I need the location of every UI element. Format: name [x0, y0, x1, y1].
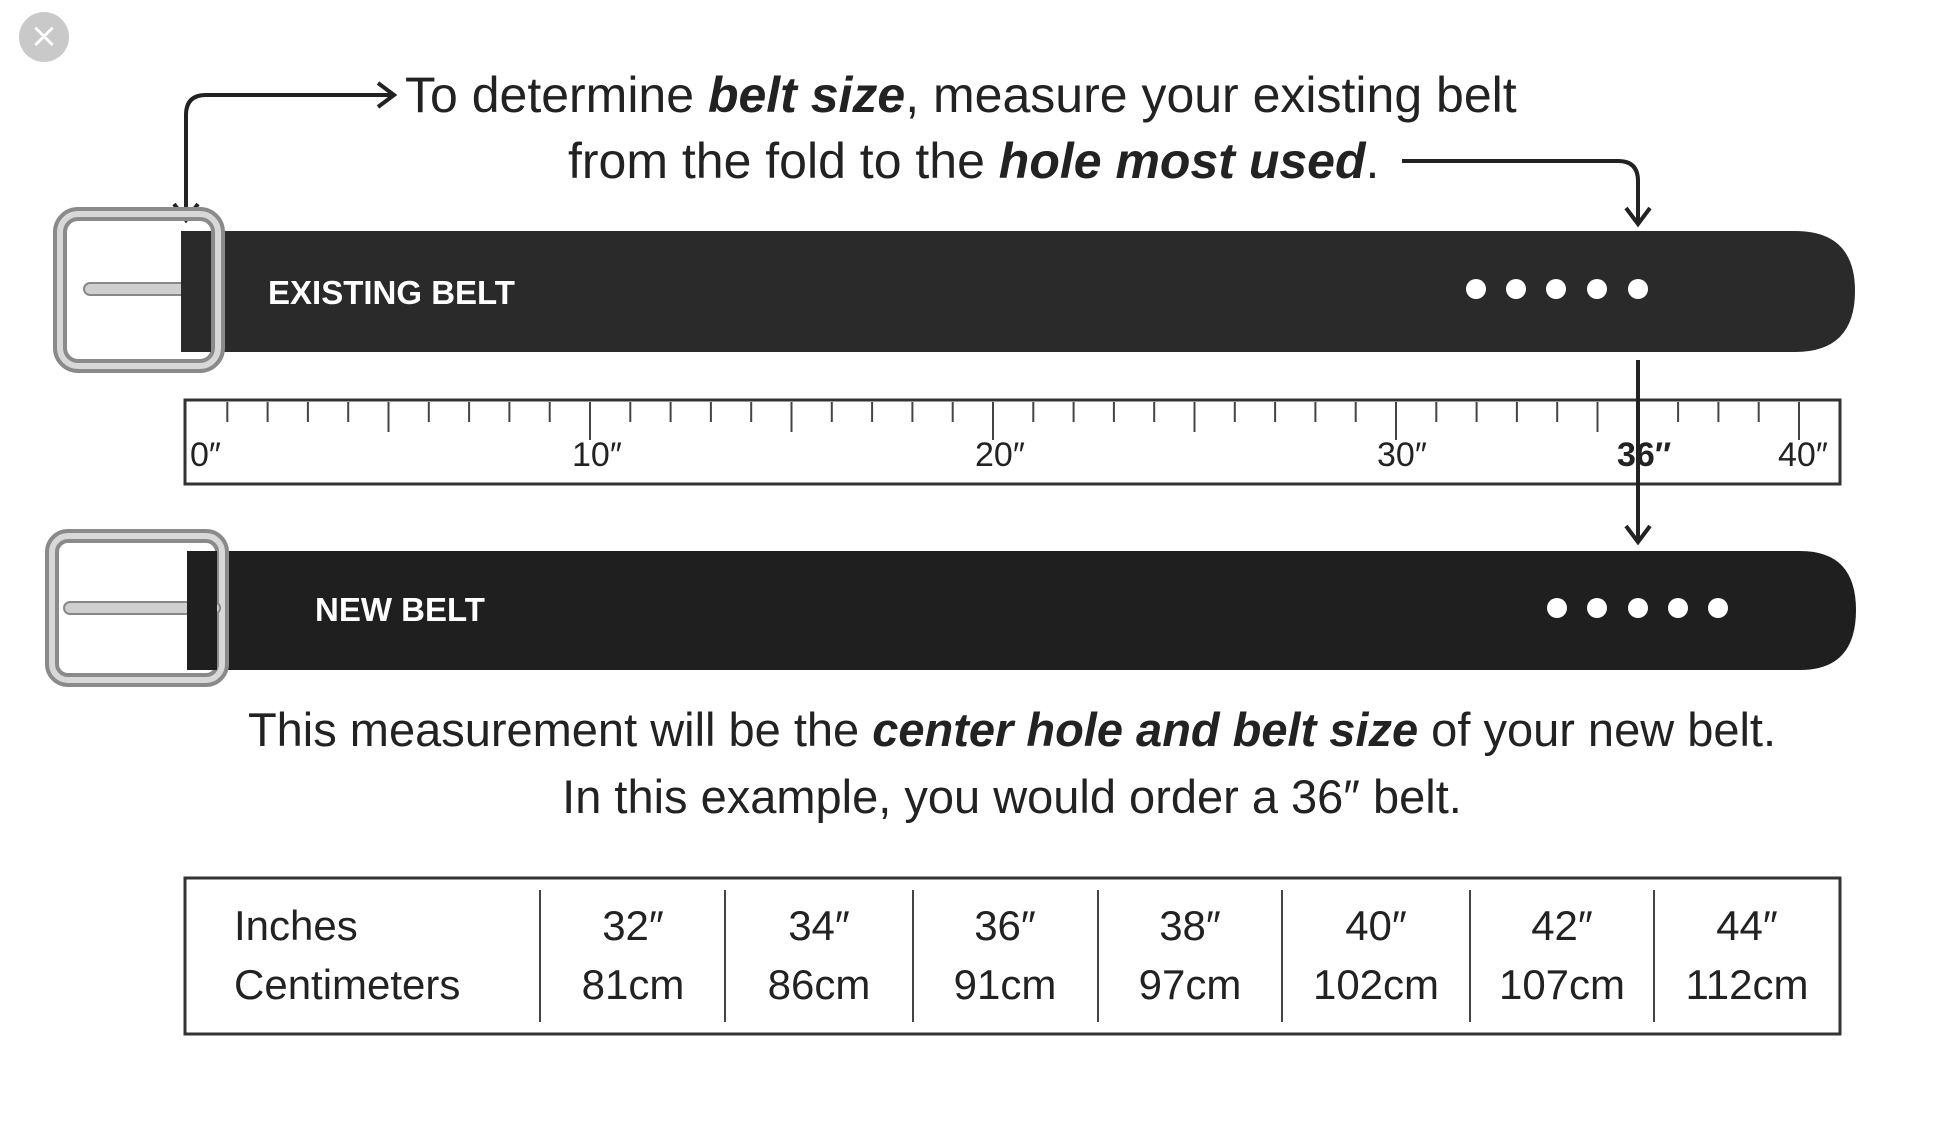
fold-arrow-head-right [376, 81, 398, 109]
size-inches: 40″ [1345, 902, 1407, 949]
size-cm: 107cm [1499, 961, 1625, 1008]
buckle-prong [63, 601, 221, 615]
size-cm: 86cm [768, 961, 871, 1008]
ruler: 0″ 10″ 20″ 30″ 36″ 40″ [183, 398, 1842, 486]
fold-arrow [184, 93, 392, 218]
size-inches: 38″ [1159, 902, 1221, 949]
size-inches: 42″ [1531, 902, 1593, 949]
instruction-line-2: from the fold to the hole most used. [568, 133, 1379, 189]
size-inches: 34″ [788, 902, 850, 949]
existing-belt: EXISTING BELT [53, 207, 1855, 373]
measure-arrow-head [1624, 524, 1652, 546]
result-line-1: This measurement will be the center hole… [248, 703, 1776, 756]
close-icon[interactable]: × [19, 12, 69, 62]
hole-arrow-head [1624, 206, 1652, 228]
existing-belt-label: EXISTING BELT [268, 274, 515, 311]
instruction-line-1: To determine belt size, measure your exi… [405, 67, 1517, 123]
ruler-label-30: 30″ [1377, 436, 1427, 474]
new-belt: NEW BELT [45, 529, 1856, 687]
size-cm: 91cm [954, 961, 1057, 1008]
belt-holes [1547, 598, 1728, 618]
row-label-centimeters: Centimeters [234, 961, 460, 1008]
result-line-2: In this example, you would order a 36″ b… [562, 770, 1462, 823]
size-inches: 32″ [602, 902, 664, 949]
row-label-inches: Inches [234, 902, 358, 949]
ruler-label-20: 20″ [975, 436, 1025, 474]
size-cm: 97cm [1139, 961, 1242, 1008]
hole-arrow [1402, 159, 1640, 222]
size-inches: 44″ [1716, 902, 1778, 949]
ruler-label-40: 40″ [1778, 436, 1828, 474]
ruler-label-0: 0″ [190, 436, 221, 474]
new-belt-label: NEW BELT [315, 591, 485, 628]
belt-holes [1466, 279, 1648, 299]
size-inches: 36″ [974, 902, 1036, 949]
ruler-label-10: 10″ [572, 436, 622, 474]
size-cm: 112cm [1686, 961, 1809, 1008]
size-cm: 81cm [582, 961, 685, 1008]
ruler-label-36: 36″ [1617, 436, 1671, 474]
size-cm: 102cm [1313, 961, 1439, 1008]
size-table: Inches Centimeters 32″ 81cm 34″ 86cm 36″… [183, 876, 1842, 1036]
